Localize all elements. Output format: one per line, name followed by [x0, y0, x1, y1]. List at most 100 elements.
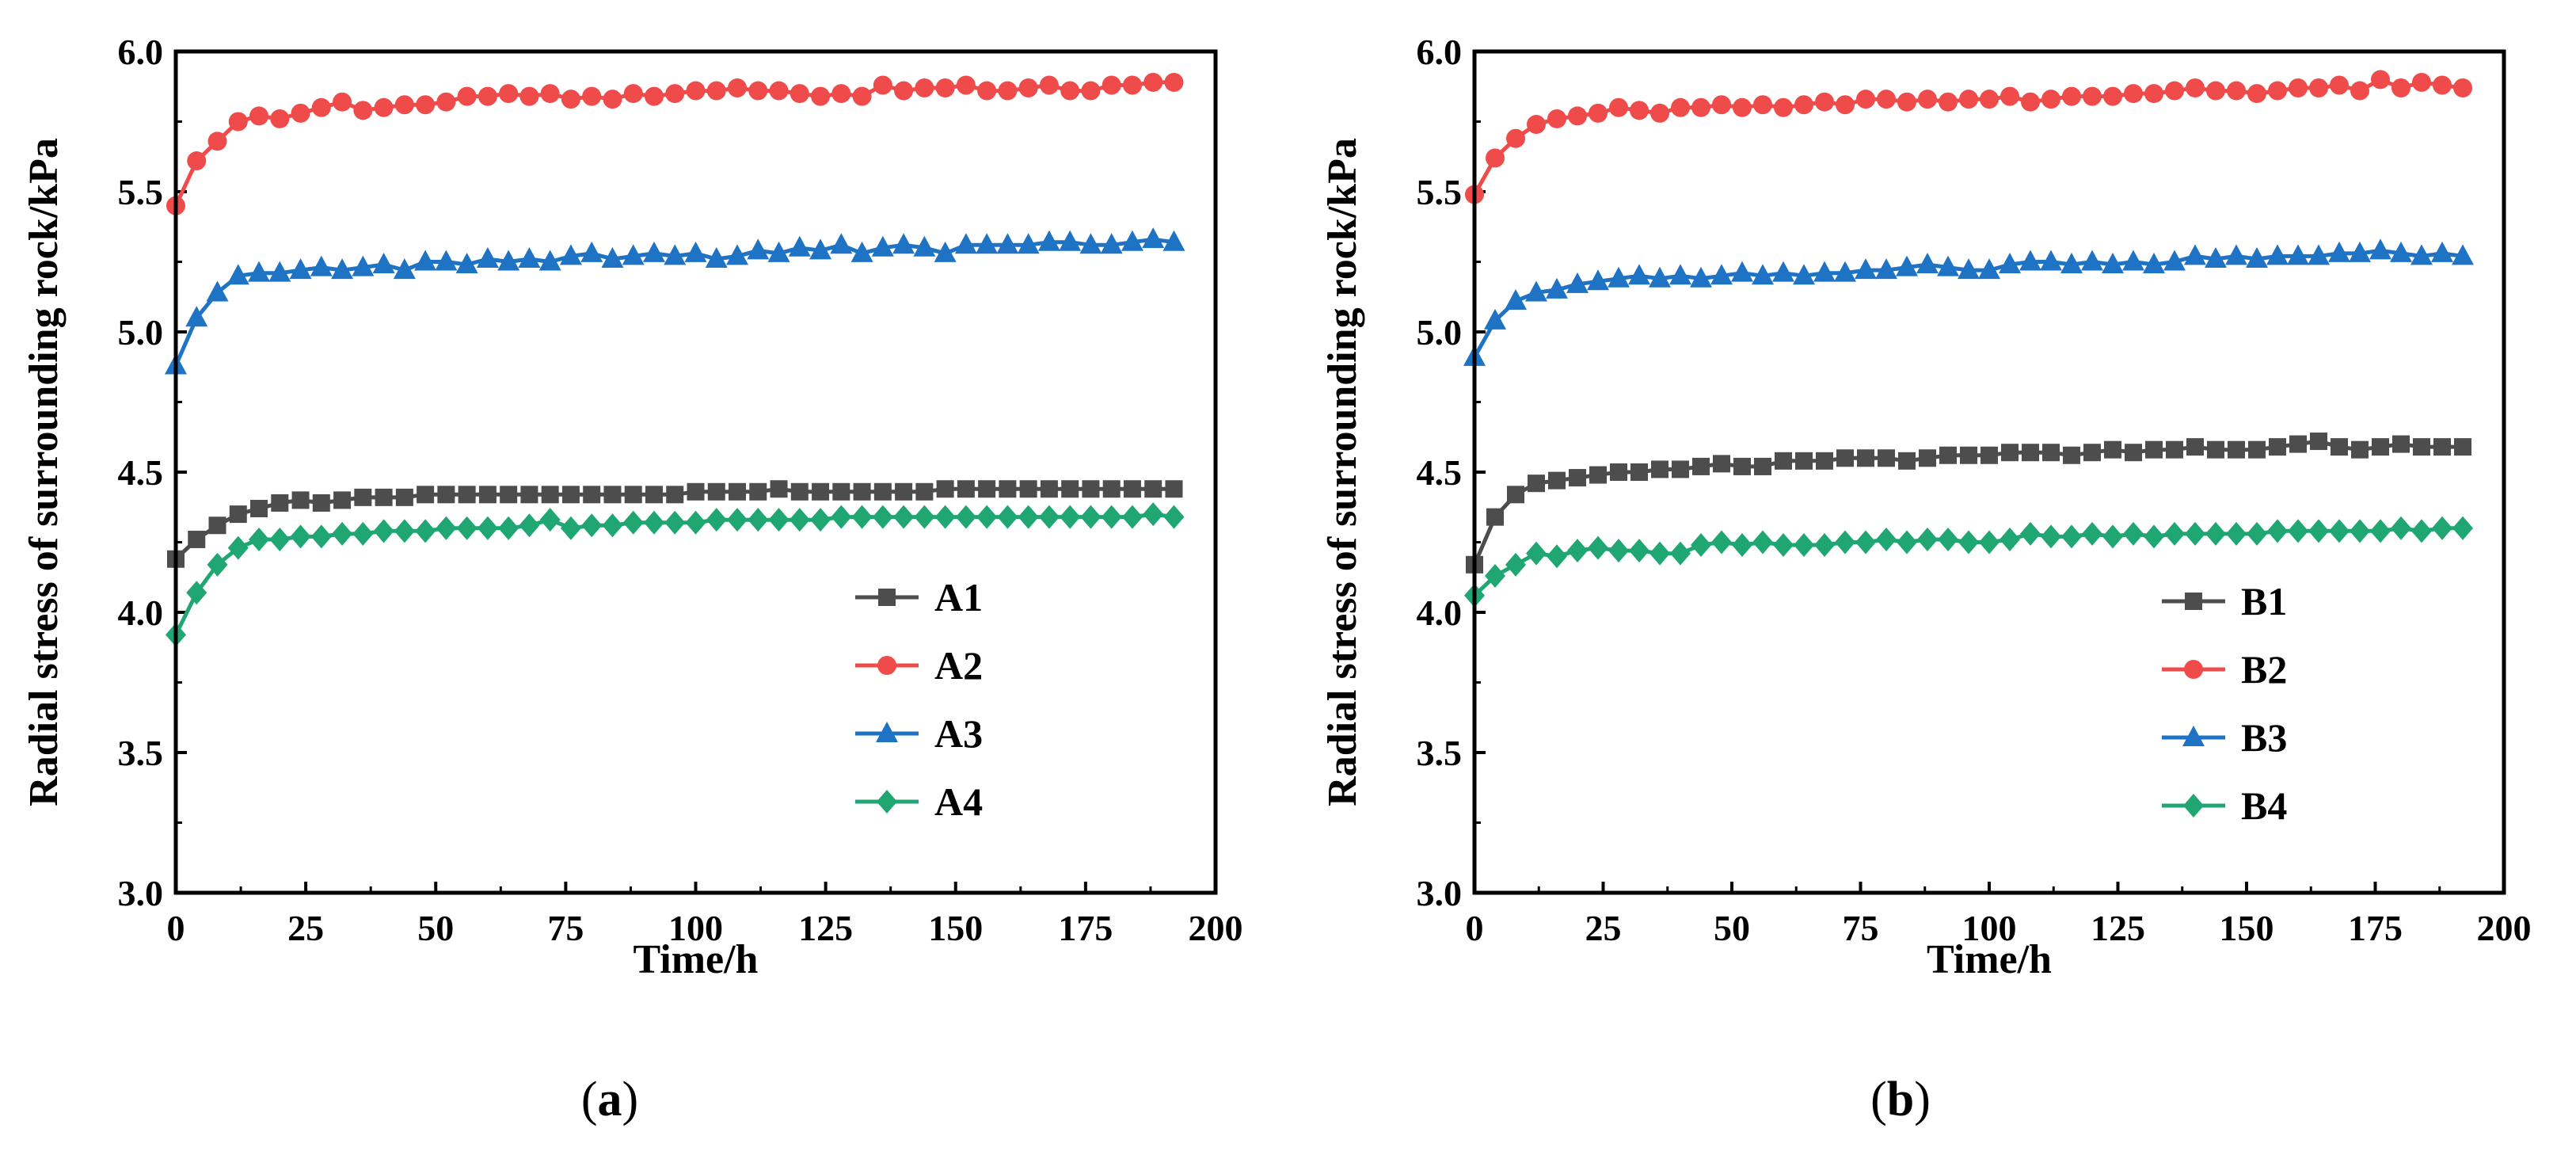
- data-point-A2: [311, 97, 331, 117]
- caption-letter: b: [1887, 1073, 1914, 1126]
- data-point-B3: [1772, 261, 1794, 282]
- data-point-A2: [291, 103, 310, 123]
- data-point-B3: [2163, 250, 2186, 271]
- data-point-A1: [729, 482, 747, 501]
- data-point-B3: [2431, 241, 2453, 262]
- data-point-B1: [1569, 469, 1586, 487]
- data-point-B3: [1813, 261, 1836, 282]
- data-point-A2: [644, 86, 664, 106]
- data-point-B4: [2020, 521, 2041, 546]
- data-point-A1: [895, 482, 913, 501]
- series-A3: [165, 227, 1185, 375]
- data-point-A1: [1165, 480, 1183, 498]
- data-point-B4: [1670, 541, 1691, 566]
- data-point-A4: [394, 519, 415, 543]
- data-point-A4: [269, 527, 291, 551]
- y-tick-label: 5.5: [118, 172, 164, 212]
- x-tick-label: 25: [1585, 908, 1622, 948]
- data-point-A3: [705, 246, 728, 268]
- caption-close: ): [622, 1073, 639, 1126]
- data-point-B4: [1505, 552, 1526, 577]
- y-tick-label: 4.5: [118, 452, 164, 493]
- data-point-B3: [1649, 266, 1671, 288]
- data-point-B1: [2166, 440, 2183, 459]
- data-point-A1: [1061, 480, 1079, 498]
- data-point-A3: [622, 244, 645, 265]
- data-point-A1: [520, 486, 538, 504]
- x-tick-label: 175: [1058, 908, 1113, 948]
- data-point-B4: [2144, 524, 2164, 549]
- data-point-B3: [1978, 258, 2000, 280]
- data-point-A1: [1040, 480, 1058, 498]
- data-point-B4: [2102, 524, 2123, 549]
- data-point-A1: [354, 488, 372, 506]
- data-point-A3: [352, 255, 375, 276]
- data-point-B1: [2104, 440, 2121, 459]
- x-tick-label: 75: [547, 908, 584, 948]
- data-point-B4: [2205, 521, 2226, 546]
- data-point-A3: [497, 250, 520, 271]
- legend-item-B4: B4: [2162, 783, 2287, 828]
- caption-letter: a: [598, 1073, 622, 1126]
- data-point-B4: [2267, 519, 2288, 543]
- caption-open: (: [1870, 1073, 1887, 1126]
- legend-item-B3: B3: [2162, 715, 2287, 760]
- data-point-A1: [1102, 480, 1121, 498]
- data-point-B4: [1567, 539, 1588, 563]
- data-point-A3: [185, 306, 208, 327]
- y-tick-label: 4.0: [1417, 593, 1463, 633]
- data-point-A4: [706, 508, 727, 532]
- data-point-B2: [1568, 106, 1587, 126]
- data-point-A4: [664, 510, 686, 535]
- data-point-A3: [976, 233, 999, 254]
- data-point-A4: [872, 505, 893, 529]
- plot-frame: [173, 49, 1218, 895]
- data-point-B4: [2432, 516, 2452, 540]
- data-point-B3: [1628, 264, 1650, 285]
- x-tick-label: 100: [668, 908, 723, 948]
- chart-panel-a: 0 25 50 75 100 125 150 175 200 3.0 3.5 4.0 4.5 5.0 5.5…: [21, 32, 1243, 1126]
- data-point-B4: [2164, 521, 2185, 546]
- data-point-B1: [2125, 444, 2142, 462]
- data-point-A2: [894, 81, 914, 101]
- legend-label: A2: [934, 643, 983, 688]
- legend-item-A3: A3: [855, 711, 983, 756]
- data-point-A2: [935, 78, 955, 98]
- legend: B1 B2 B3 B4: [2162, 579, 2287, 828]
- data-point-B1: [1630, 463, 1648, 481]
- data-point-B2: [1506, 128, 1525, 148]
- data-point-A3: [580, 241, 603, 262]
- data-point-A4: [415, 519, 436, 543]
- data-point-B2: [2391, 78, 2410, 98]
- x-tick-label: 150: [928, 908, 983, 948]
- data-point-A3: [871, 235, 894, 257]
- data-point-B2: [1774, 97, 1793, 117]
- data-point-A3: [954, 233, 977, 254]
- data-point-A4: [519, 513, 540, 538]
- data-point-B3: [2205, 246, 2227, 268]
- data-point-B3: [1752, 264, 1774, 285]
- data-point-B2: [2412, 72, 2431, 92]
- data-point-A3: [1059, 230, 1082, 251]
- y-tick-label: 4.5: [1417, 452, 1463, 493]
- legend-marker-B1: [2185, 593, 2202, 610]
- data-point-A4: [768, 508, 790, 532]
- x-tick-label: 0: [167, 908, 185, 948]
- data-point-B2: [2453, 78, 2472, 98]
- data-point-A4: [1143, 502, 1164, 527]
- data-point-B4: [1629, 539, 1649, 563]
- data-point-B3: [1875, 258, 1897, 280]
- data-point-B2: [2268, 81, 2287, 101]
- data-point-A2: [1018, 78, 1038, 98]
- data-point-B2: [2247, 84, 2266, 104]
- data-point-A4: [727, 508, 748, 532]
- data-point-B1: [2372, 438, 2389, 456]
- data-point-A3: [601, 246, 624, 268]
- data-point-A1: [603, 486, 622, 504]
- data-point-B4: [1773, 533, 1794, 558]
- data-point-A1: [417, 486, 435, 504]
- y-tick-label: 6.0: [118, 32, 164, 72]
- data-point-A4: [581, 513, 603, 538]
- data-point-A1: [957, 480, 975, 498]
- data-point-A2: [686, 81, 706, 101]
